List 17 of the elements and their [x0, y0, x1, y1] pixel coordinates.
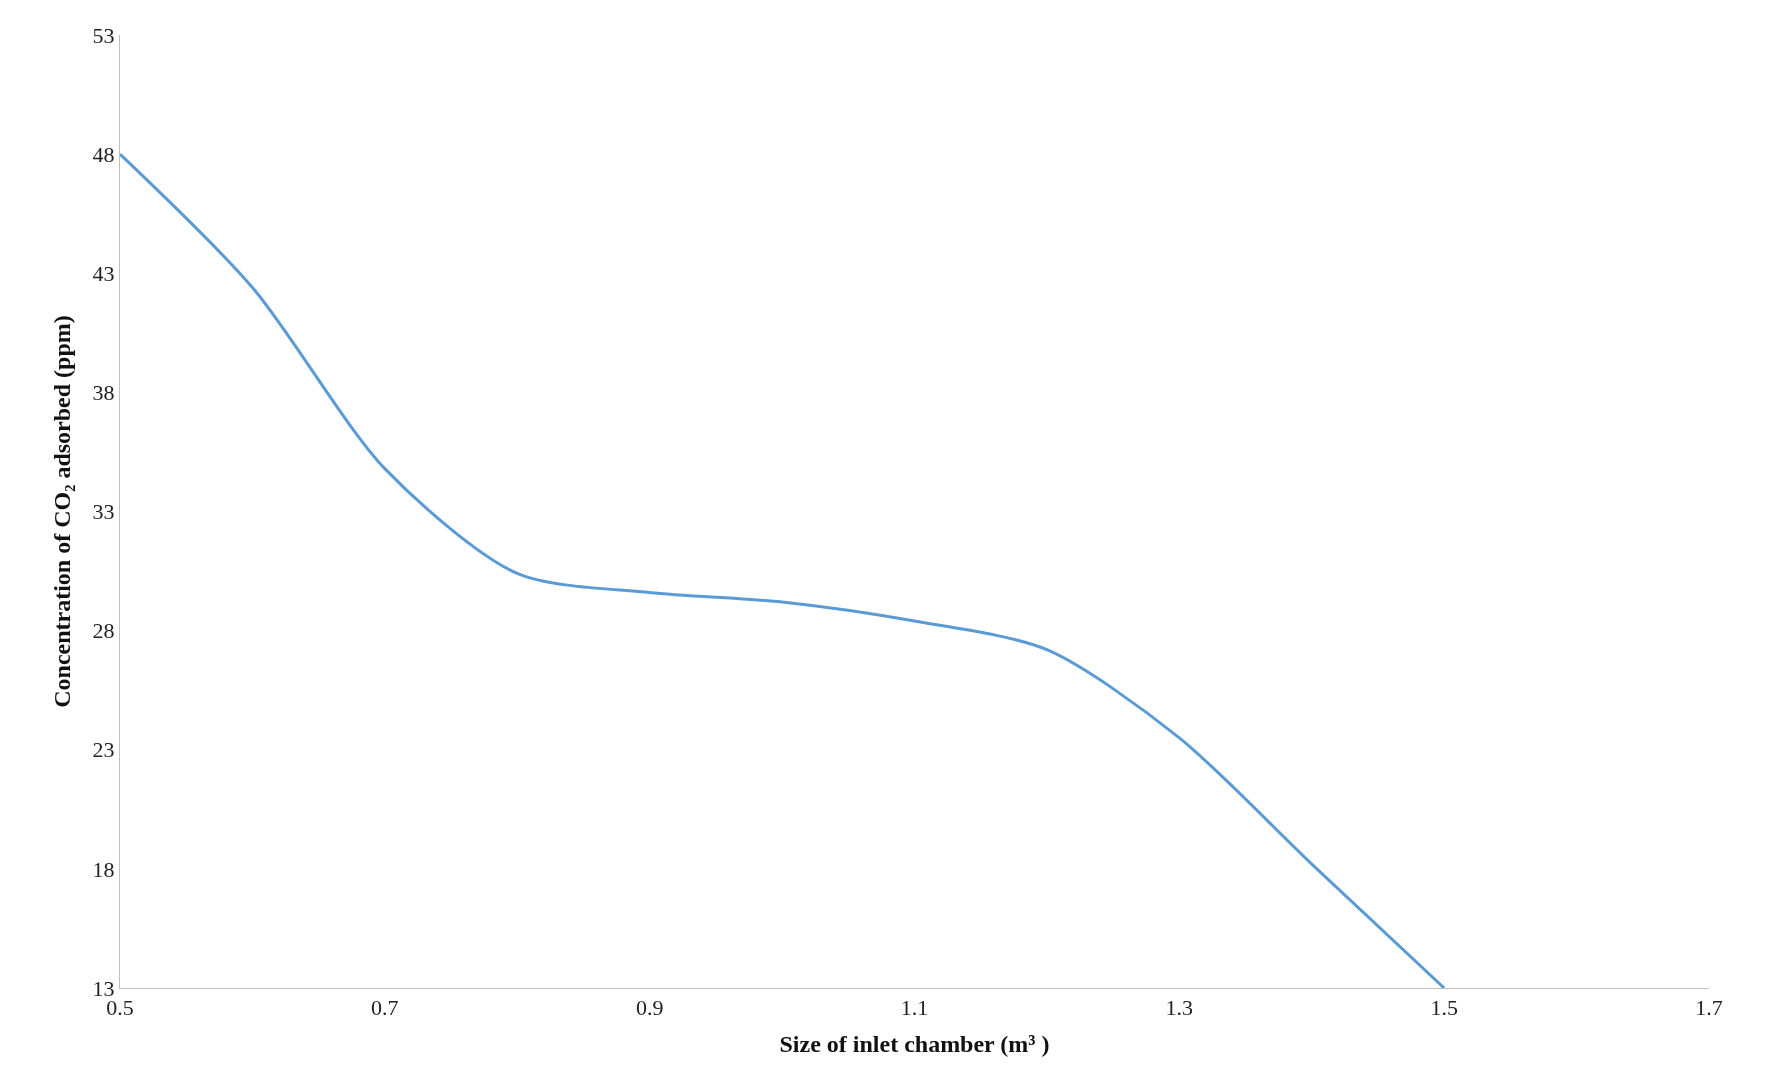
- y-tick-label: 38: [92, 380, 115, 406]
- x-tick-label: 0.9: [635, 995, 664, 1021]
- y-tick-label: 28: [92, 618, 115, 644]
- y-tick-label: 48: [92, 141, 115, 167]
- x-tick-label: 1.7: [1695, 995, 1723, 1021]
- y-tick-label: 43: [92, 260, 115, 286]
- y-axis-title: Concentration of CO₂ adsorbed (ppm): [48, 315, 75, 708]
- line-series: [120, 152, 1446, 988]
- x-tick-label: 1.3: [1165, 995, 1194, 1021]
- y-tick-label: 23: [92, 737, 115, 763]
- x-tick-label: 1.1: [900, 995, 929, 1021]
- y-tick-label: 53: [92, 22, 115, 48]
- x-tick-label: 1.5: [1430, 995, 1458, 1021]
- x-tick-label: 0.7: [371, 995, 399, 1021]
- y-tick-label: 33: [92, 499, 115, 525]
- x-axis-title: Size of inlet chamber (m³ ): [779, 1030, 1050, 1057]
- y-tick-label: 18: [92, 856, 115, 882]
